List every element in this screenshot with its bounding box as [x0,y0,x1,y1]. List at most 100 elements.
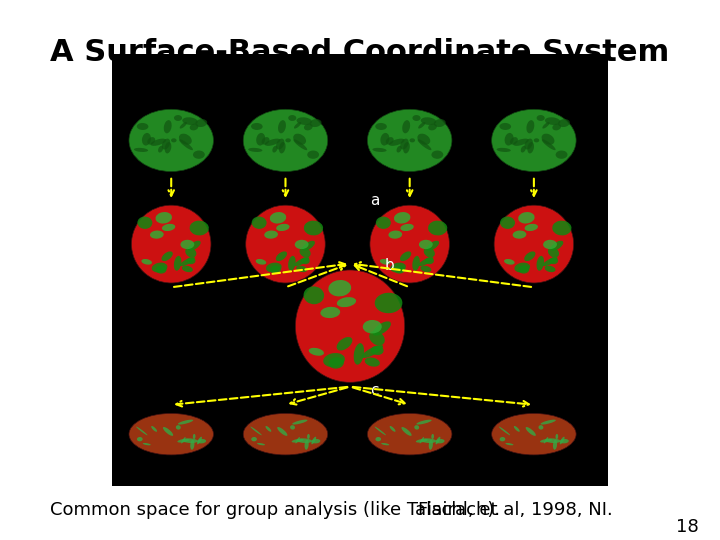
Ellipse shape [499,427,510,435]
Ellipse shape [541,420,556,424]
Ellipse shape [188,241,201,251]
Ellipse shape [195,119,207,127]
Ellipse shape [162,224,175,231]
Ellipse shape [524,139,533,150]
Ellipse shape [548,247,559,258]
Text: 18: 18 [675,517,698,536]
Ellipse shape [276,252,287,261]
Ellipse shape [158,146,163,152]
Ellipse shape [426,241,439,251]
Ellipse shape [414,425,419,430]
Ellipse shape [197,437,202,444]
Text: c: c [370,383,379,399]
Ellipse shape [436,437,441,444]
Ellipse shape [132,205,211,283]
Ellipse shape [394,212,410,224]
Ellipse shape [328,357,344,369]
Ellipse shape [138,217,153,229]
Ellipse shape [431,434,434,439]
Ellipse shape [370,205,449,283]
Ellipse shape [418,134,431,145]
Ellipse shape [294,257,309,266]
Ellipse shape [182,117,198,125]
Ellipse shape [294,122,301,129]
Ellipse shape [174,256,181,271]
Ellipse shape [540,439,552,443]
Ellipse shape [185,247,197,258]
Ellipse shape [386,137,394,145]
Ellipse shape [420,117,436,125]
Ellipse shape [193,151,204,159]
Ellipse shape [500,217,515,229]
Ellipse shape [297,117,312,125]
Ellipse shape [539,425,544,430]
Ellipse shape [423,247,435,258]
Ellipse shape [277,427,287,436]
Ellipse shape [376,217,391,229]
Ellipse shape [413,115,420,121]
Ellipse shape [256,133,265,146]
Ellipse shape [514,262,530,273]
Ellipse shape [559,437,564,444]
Ellipse shape [504,259,515,265]
Ellipse shape [150,139,166,146]
Ellipse shape [541,134,554,145]
Ellipse shape [400,139,409,150]
Ellipse shape [134,148,148,152]
Ellipse shape [142,133,151,146]
Ellipse shape [162,139,170,150]
Ellipse shape [500,123,511,130]
Ellipse shape [177,439,189,443]
Ellipse shape [505,443,513,445]
Ellipse shape [197,439,206,443]
Ellipse shape [402,427,412,436]
Ellipse shape [180,257,195,266]
Ellipse shape [525,224,538,231]
Ellipse shape [182,266,193,272]
Ellipse shape [252,217,266,229]
Ellipse shape [380,133,390,146]
Ellipse shape [553,440,557,450]
Ellipse shape [372,148,387,152]
Ellipse shape [278,120,286,133]
Ellipse shape [410,138,415,143]
Ellipse shape [416,439,428,443]
Ellipse shape [297,438,312,443]
Text: A Surface-Based Coordinate System: A Surface-Based Coordinate System [50,38,670,67]
Ellipse shape [375,123,387,130]
Ellipse shape [189,124,199,130]
Ellipse shape [403,142,410,153]
Ellipse shape [558,119,570,127]
Ellipse shape [545,117,560,125]
Ellipse shape [416,420,432,424]
Ellipse shape [494,205,574,283]
Ellipse shape [510,137,518,145]
Ellipse shape [178,420,193,424]
Ellipse shape [181,437,186,443]
Ellipse shape [251,437,257,441]
Ellipse shape [536,256,544,271]
Ellipse shape [182,438,198,443]
Text: b: b [384,258,395,273]
Ellipse shape [143,443,150,445]
Ellipse shape [549,258,558,264]
Ellipse shape [367,109,452,172]
Ellipse shape [389,231,402,239]
Ellipse shape [193,434,196,439]
Ellipse shape [292,439,304,443]
Ellipse shape [290,425,295,430]
Ellipse shape [261,137,269,145]
Ellipse shape [295,437,300,443]
Ellipse shape [186,258,196,264]
Ellipse shape [367,414,452,455]
Ellipse shape [292,420,307,424]
Ellipse shape [270,212,287,224]
Ellipse shape [545,438,560,443]
Ellipse shape [394,266,405,274]
Ellipse shape [428,124,437,130]
Bar [112,54,608,486]
Ellipse shape [304,221,323,235]
Ellipse shape [276,224,289,231]
Ellipse shape [189,221,209,235]
Ellipse shape [497,148,510,152]
